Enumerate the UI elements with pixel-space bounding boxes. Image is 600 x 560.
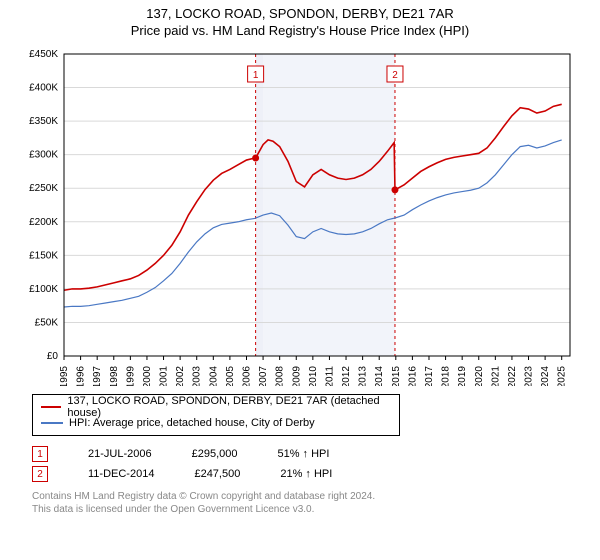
sale-price-2: £247,500 xyxy=(194,468,240,480)
svg-text:2025: 2025 xyxy=(557,366,568,386)
svg-text:2005: 2005 xyxy=(225,366,236,386)
svg-text:2: 2 xyxy=(392,70,398,81)
chart-title-address: 137, LOCKO ROAD, SPONDON, DERBY, DE21 7A… xyxy=(0,6,600,21)
svg-text:2000: 2000 xyxy=(142,366,153,386)
svg-text:2009: 2009 xyxy=(291,366,302,386)
svg-text:2011: 2011 xyxy=(324,366,335,386)
chart-svg: £0 £50K £100K £150K £200K £250K £300K £350K £400… xyxy=(18,46,578,386)
svg-text:1: 1 xyxy=(253,70,259,81)
svg-text:2001: 2001 xyxy=(159,366,170,386)
svg-text:2002: 2002 xyxy=(175,366,186,386)
svg-text:2006: 2006 xyxy=(241,366,252,386)
svg-text:2010: 2010 xyxy=(308,366,319,386)
footer-line1: Contains HM Land Registry data © Crown c… xyxy=(32,490,582,503)
svg-text:2015: 2015 xyxy=(391,366,402,386)
svg-text:£100K: £100K xyxy=(29,284,58,295)
legend-row-property: 137, LOCKO ROAD, SPONDON, DERBY, DE21 7A… xyxy=(41,399,391,415)
svg-text:2019: 2019 xyxy=(457,366,468,386)
sale-vshpi-2: 21% ↑ HPI xyxy=(280,468,332,480)
svg-text:2013: 2013 xyxy=(358,366,369,386)
legend-swatch-hpi xyxy=(41,422,63,424)
sale-vshpi-1: 51% ↑ HPI xyxy=(277,448,329,460)
svg-text:£200K: £200K xyxy=(29,217,58,228)
legend: 137, LOCKO ROAD, SPONDON, DERBY, DE21 7A… xyxy=(32,394,400,436)
footer: Contains HM Land Registry data © Crown c… xyxy=(32,490,582,516)
svg-text:2023: 2023 xyxy=(524,366,535,386)
svg-text:£400K: £400K xyxy=(29,83,58,94)
svg-text:£300K: £300K xyxy=(29,150,58,161)
sale-badge-1: 1 xyxy=(32,446,48,462)
sale-date-2: 11-DEC-2014 xyxy=(88,468,154,480)
sale-row-2: 2 11-DEC-2014 £247,500 21% ↑ HPI xyxy=(32,464,582,484)
svg-text:2017: 2017 xyxy=(424,366,435,386)
svg-text:2016: 2016 xyxy=(407,366,418,386)
legend-swatch-property xyxy=(41,406,61,408)
svg-text:2020: 2020 xyxy=(474,366,485,386)
svg-text:1996: 1996 xyxy=(76,366,87,386)
svg-text:2018: 2018 xyxy=(441,366,452,386)
svg-text:2022: 2022 xyxy=(507,366,518,386)
sale-date-1: 21-JUL-2006 xyxy=(88,448,152,460)
svg-text:£350K: £350K xyxy=(29,116,58,127)
svg-text:£150K: £150K xyxy=(29,250,58,261)
legend-label-property: 137, LOCKO ROAD, SPONDON, DERBY, DE21 7A… xyxy=(67,395,391,419)
svg-text:1998: 1998 xyxy=(109,366,120,386)
svg-text:2014: 2014 xyxy=(374,366,385,386)
svg-text:1999: 1999 xyxy=(125,366,136,386)
svg-text:2021: 2021 xyxy=(490,366,501,386)
sale-badge-2: 2 xyxy=(32,466,48,482)
svg-text:2008: 2008 xyxy=(275,366,286,386)
svg-text:2007: 2007 xyxy=(258,366,269,386)
svg-text:£50K: £50K xyxy=(35,317,59,328)
sales-list: 1 21-JUL-2006 £295,000 51% ↑ HPI 2 11-DE… xyxy=(32,444,582,484)
legend-label-hpi: HPI: Average price, detached house, City… xyxy=(69,417,315,429)
svg-text:2003: 2003 xyxy=(192,366,203,386)
sale-price-1: £295,000 xyxy=(192,448,238,460)
svg-text:1995: 1995 xyxy=(59,366,70,386)
footer-line2: This data is licensed under the Open Gov… xyxy=(32,503,582,516)
svg-text:1997: 1997 xyxy=(92,366,103,386)
chart-title-subtitle: Price paid vs. HM Land Registry's House … xyxy=(0,23,600,38)
svg-text:£250K: £250K xyxy=(29,183,58,194)
svg-text:2004: 2004 xyxy=(208,366,219,386)
price-chart: £0 £50K £100K £150K £200K £250K £300K £350K £400… xyxy=(18,46,582,386)
svg-text:2024: 2024 xyxy=(540,366,551,386)
svg-text:£0: £0 xyxy=(47,351,59,362)
sale-row-1: 1 21-JUL-2006 £295,000 51% ↑ HPI xyxy=(32,444,582,464)
svg-text:£450K: £450K xyxy=(29,49,58,60)
svg-text:2012: 2012 xyxy=(341,366,352,386)
